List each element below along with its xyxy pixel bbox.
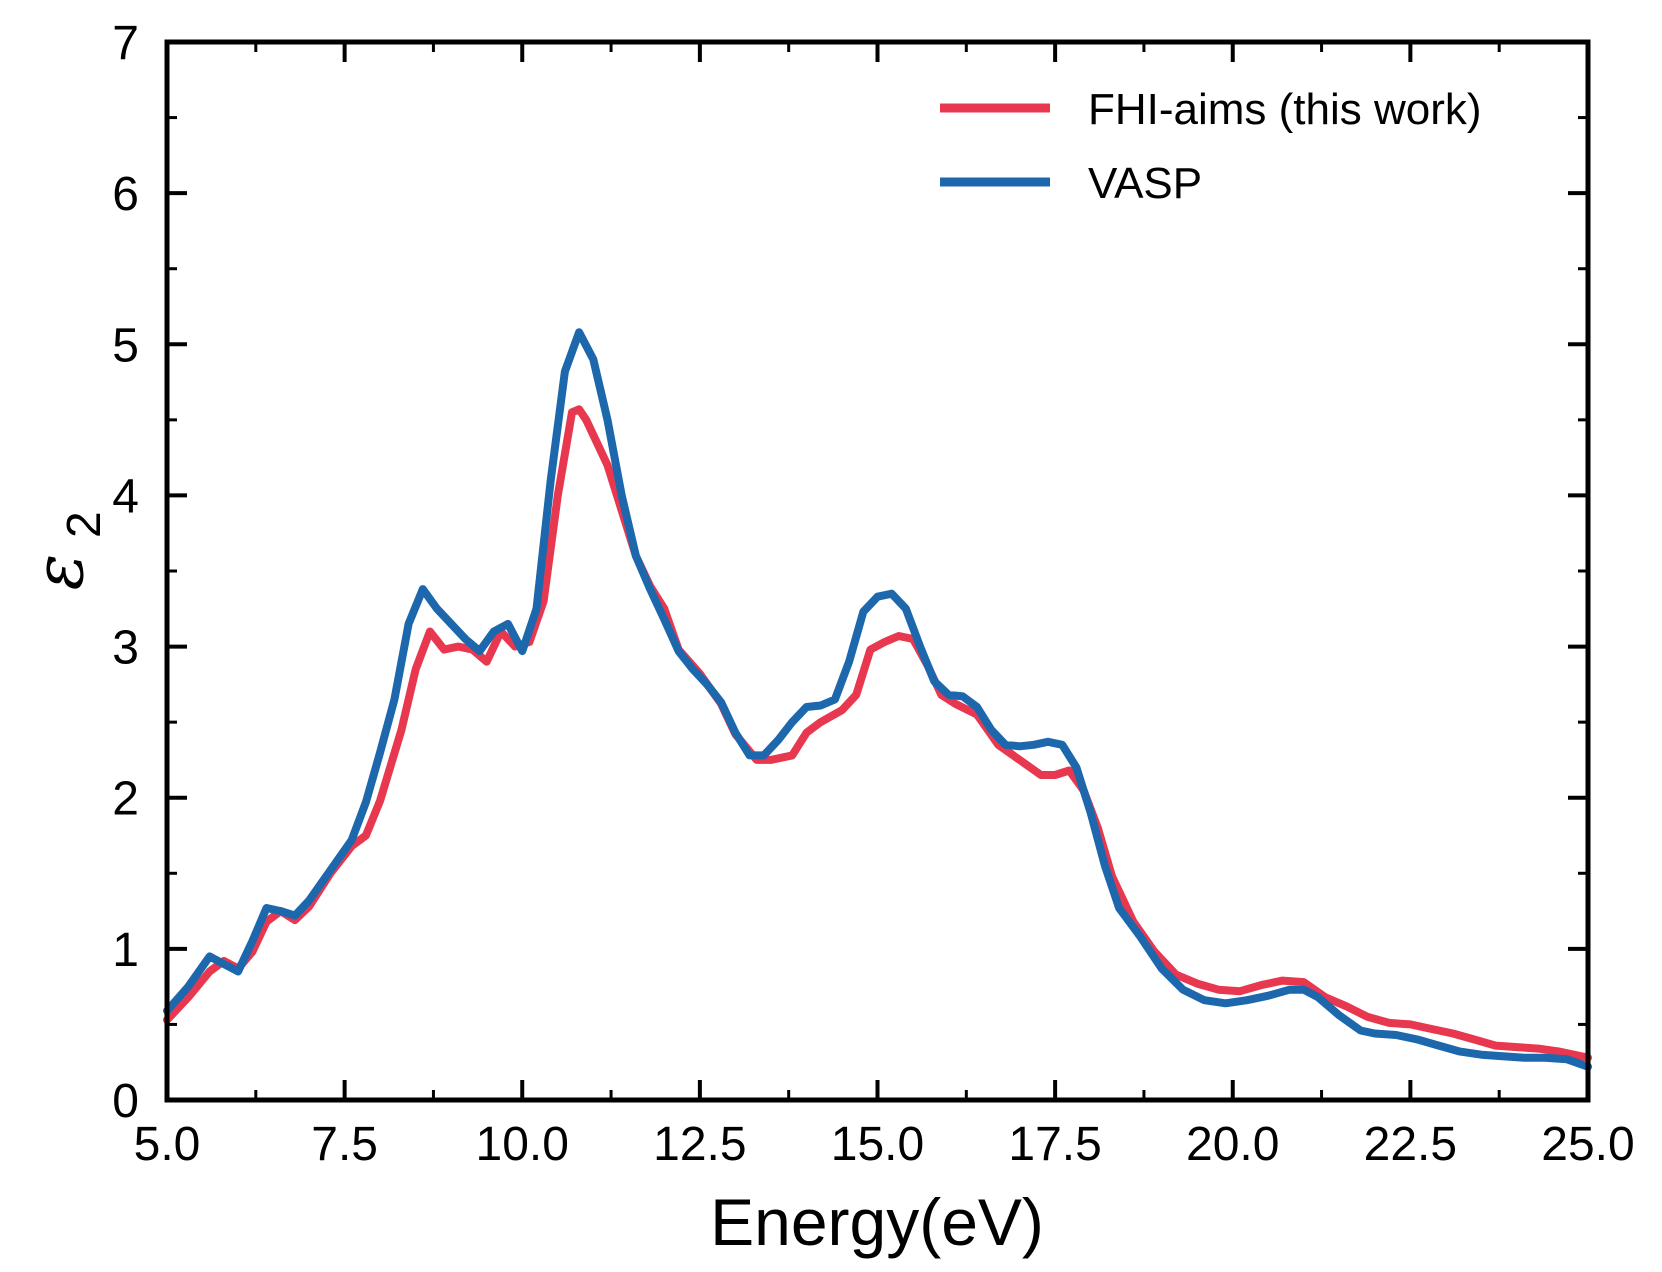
x-tick-label: 15.0 [831,1118,924,1171]
legend: FHI-aims (this work) VASP [940,85,1482,208]
y-tick-label: 1 [112,924,139,977]
tick-layer: 5.0 7.5 10.0 12.5 15.0 17.5 20.0 22.5 25.0 0 1 2 3 4 5… [112,17,1634,1171]
x-tick-label: 25.0 [1541,1118,1634,1171]
x-tick-label: 17.5 [1008,1118,1101,1171]
y-tick-label: 3 [112,622,139,675]
y-axis-label: ε 2 [20,511,111,590]
y-tick-label: 5 [112,319,139,372]
y-axis-label-subscript: 2 [58,511,111,538]
x-tick-label: 20.0 [1186,1118,1279,1171]
y-axis-label-symbol: ε [20,554,99,591]
x-tick-label: 5.0 [134,1118,201,1171]
x-axis-label: Energy(eV) [710,1185,1044,1259]
x-tick-label: 22.5 [1364,1118,1457,1171]
x-tick-label: 10.0 [476,1118,569,1171]
legend-label-vasp: VASP [1088,159,1202,208]
series-layer [163,328,1592,1071]
x-tick-label: 12.5 [653,1118,746,1171]
y-tick-label: 6 [112,168,139,221]
series-line-fhi-aims [163,405,1592,1062]
legend-label-fhi-aims: FHI-aims (this work) [1088,85,1482,134]
series-line-vasp [163,328,1592,1071]
x-tick-label: 7.5 [311,1118,378,1171]
y-tick-label: 2 [112,773,139,826]
y-tick-label: 4 [112,470,139,523]
y-tick-label: 0 [112,1075,139,1128]
y-tick-label: 7 [112,17,139,70]
